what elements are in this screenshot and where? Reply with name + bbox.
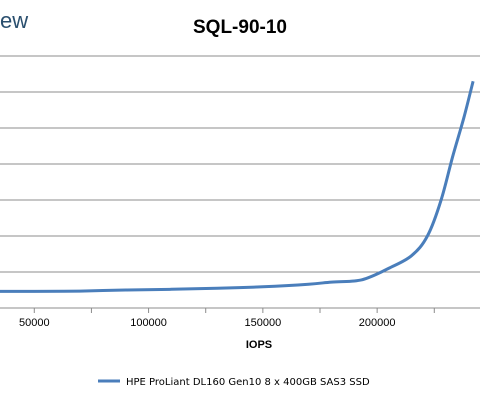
legend-entry: HPE ProLiant DL160 Gen10 8 x 400GB SAS3 … [126, 377, 370, 388]
x-tick-label: 50000 [19, 317, 50, 329]
x-tick-label: 200000 [359, 317, 396, 329]
x-tick-labels: 50000 100000 150000 200000 [19, 317, 396, 329]
x-tick-label: 100000 [130, 317, 167, 329]
legend: HPE ProLiant DL160 Gen10 8 x 400GB SAS3 … [98, 377, 370, 388]
chart-title: SQL-90-10 [193, 17, 287, 38]
x-axis [0, 307, 480, 313]
logo-text: ew [0, 8, 28, 33]
x-axis-label: IOPS [246, 339, 272, 351]
grid-lines [0, 55, 480, 273]
series-layer [0, 80, 475, 293]
x-tick-label: 150000 [244, 317, 281, 329]
series-line [0, 80, 475, 293]
